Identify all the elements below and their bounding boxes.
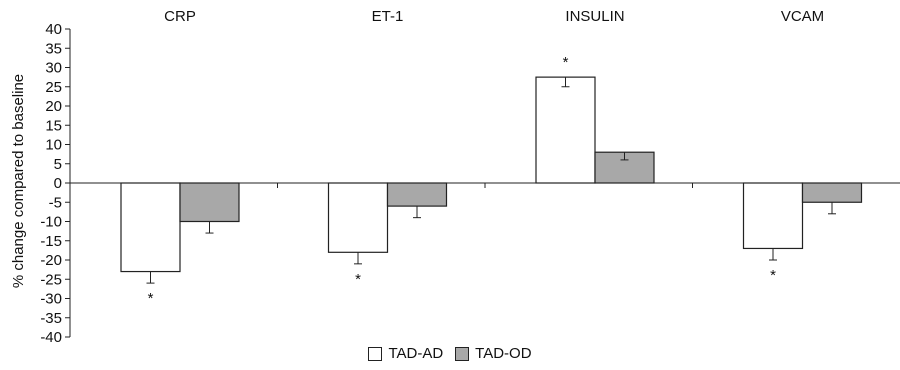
y-tick-label: 20 <box>45 98 62 115</box>
y-tick-label: 10 <box>45 137 62 154</box>
y-tick-label: -10 <box>40 214 62 231</box>
y-tick-label: -35 <box>40 310 62 327</box>
y-tick-label: 25 <box>45 79 62 96</box>
y-axis-title: % change compared to baseline <box>10 74 27 288</box>
legend-item-tad-od: TAD-OD <box>455 345 532 362</box>
bar <box>535 76 596 184</box>
y-tick-label: 15 <box>45 117 62 134</box>
bar <box>742 182 804 250</box>
category-label: VCAM <box>781 8 824 25</box>
y-tick-label: -20 <box>40 252 62 269</box>
significance-marker: * <box>770 267 776 284</box>
y-tick-label: -5 <box>49 194 62 211</box>
significance-marker: * <box>355 271 361 288</box>
y-axis: 40 35 30 25 20 15 10 5 0 -5 -10 -15 -20 -25 -30 -35 -40 <box>40 21 900 345</box>
y-tick-label: 30 <box>45 60 62 77</box>
legend: TAD-AD TAD-OD <box>0 345 900 362</box>
legend-swatch-tad-od <box>455 346 470 361</box>
y-tick-label: -30 <box>40 291 62 308</box>
legend-label-tad-od: TAD-OD <box>475 345 532 362</box>
bar <box>120 182 181 273</box>
y-tick-label: 40 <box>45 21 62 38</box>
significance-marker: * <box>148 290 154 307</box>
legend-swatch-tad-ad <box>368 346 383 361</box>
category-label: CRP <box>164 8 196 25</box>
significance-marker: * <box>563 54 569 71</box>
bar <box>179 182 240 223</box>
bars: * * * * <box>120 54 863 307</box>
bar <box>801 182 863 203</box>
y-tick-label: 5 <box>54 156 62 173</box>
category-label: INSULIN <box>565 8 624 25</box>
y-tick-label: -40 <box>40 329 62 345</box>
y-tick-label: -15 <box>40 233 62 250</box>
y-tick-label: 0 <box>54 175 62 192</box>
category-label: ET-1 <box>372 8 404 25</box>
category-labels: CRP ET-1 INSULIN VCAM <box>164 8 824 188</box>
legend-label-tad-ad: TAD-AD <box>388 345 444 362</box>
y-tick-label: -25 <box>40 271 62 288</box>
legend-item-tad-ad: TAD-AD <box>368 345 443 362</box>
bar <box>386 182 448 207</box>
bar-chart: 4035302520151050-5-10-15-20-25-30-35-40 … <box>10 8 900 345</box>
bar <box>327 182 389 253</box>
y-tick-label: 35 <box>45 40 62 57</box>
